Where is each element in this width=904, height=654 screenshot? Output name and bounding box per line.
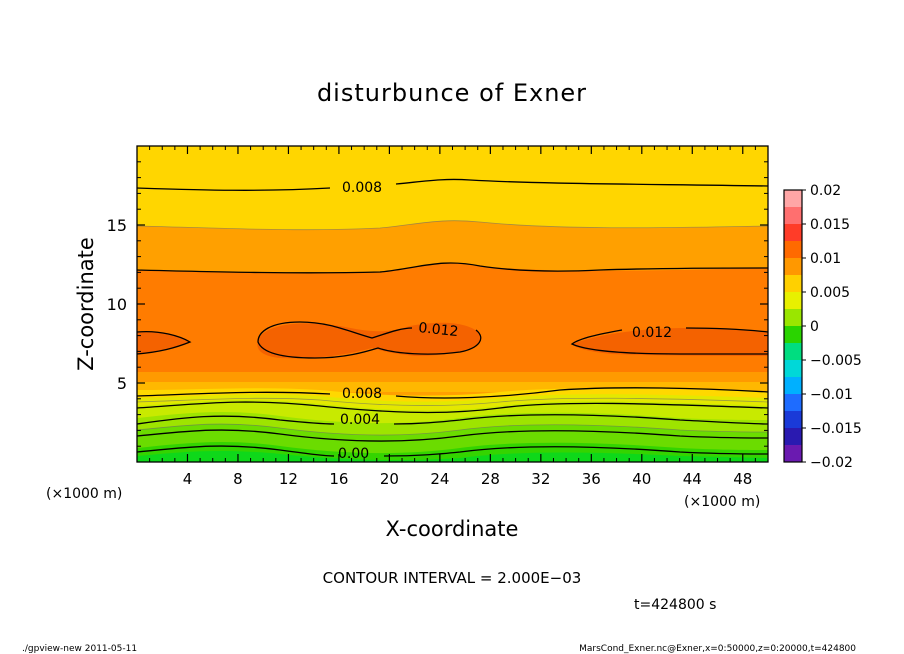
contour-label: 0.00 (338, 446, 369, 462)
colorbar-tick-label: 0.005 (810, 285, 850, 301)
x-axis-ticks: 4 8 12 16 20 24 28 32 36 40 44 48 (149, 146, 756, 488)
colorbar-band (784, 445, 802, 463)
colorbar-band (784, 309, 802, 327)
colorbar-band (784, 224, 802, 242)
band-0.014c (572, 328, 768, 356)
contour-label: 0.008 (342, 386, 382, 402)
colorbar-band (784, 241, 802, 259)
contour-line-0.012-left (137, 330, 192, 355)
band-0.014b (257, 322, 481, 359)
y-axis-label: Z-coordinate (74, 237, 98, 371)
contour-line-0.012-mid (257, 321, 482, 359)
time-label: t=424800 s (634, 597, 716, 613)
colorbar-tick-label: 0.02 (810, 183, 841, 199)
y-tick-label: 5 (117, 374, 127, 393)
x-tick-label: 12 (279, 470, 298, 488)
contour-line-0.006 (137, 401, 768, 414)
contour-line-0.002 (137, 429, 768, 442)
colorbar-band (784, 343, 802, 361)
x-tick-label: 36 (582, 470, 601, 488)
x-tick-label: 4 (183, 470, 193, 488)
x-tick-label: 8 (233, 470, 243, 488)
colorbar-band (784, 360, 802, 378)
x-tick-label: 40 (632, 470, 651, 488)
colorbar-tick-label: −0.005 (810, 353, 862, 369)
colorbar-band (784, 207, 802, 225)
x-axis-label: X-coordinate (386, 517, 519, 541)
plot-area (137, 146, 768, 462)
contour-label: 0.008 (342, 180, 382, 196)
contour-label: 0.012 (418, 320, 460, 340)
colorbar-band (784, 411, 802, 429)
contour-line-0.007 (137, 397, 768, 407)
footer-right: MarsCond_Exner.nc@Exner,x=0:50000,z=0:20… (579, 644, 856, 654)
contour-line-0.008-top (137, 178, 768, 191)
colorbar-band (784, 377, 802, 395)
band-neg (137, 450, 768, 462)
y-tick-label: 10 (107, 295, 127, 314)
colorbar-tick-label: −0.01 (810, 387, 853, 403)
contour-line-0.000 (137, 445, 768, 457)
y-axis-ticks: 5 10 15 (107, 161, 768, 447)
colorbar-band (784, 292, 802, 310)
colorbar-band (784, 275, 802, 293)
colorbar-tick-label: −0.02 (810, 455, 853, 471)
colorbar-band (784, 258, 802, 276)
contour-label: 0.012 (632, 325, 672, 341)
colorbar-tick-label: 0.015 (810, 217, 850, 233)
x-tick-label: 28 (481, 470, 500, 488)
x-tick-label: 32 (531, 470, 550, 488)
contour-label: 0.004 (340, 412, 380, 428)
chart-title: disturbunce of Exner (317, 79, 587, 107)
colorbar-band (784, 394, 802, 412)
x-tick-label: 48 (733, 470, 752, 488)
contour-line-0.004 (137, 414, 768, 425)
footer-left: ./gpview-new 2011-05-11 (22, 644, 137, 654)
colorbar: 0.02 0.015 0.01 0.005 0 −0.005 −0.01 −0.015 −0.0… (783, 183, 862, 471)
colorbar-band (784, 326, 802, 344)
x-tick-label: 24 (430, 470, 449, 488)
x-tick-label: 20 (380, 470, 399, 488)
y-tick-label: 15 (107, 216, 127, 235)
colorbar-tick-label: 0 (810, 319, 819, 335)
x-unit-right: (×1000 m) (684, 494, 760, 510)
contour-line-0.003 (137, 423, 768, 436)
colorbar-band (784, 190, 802, 208)
colorbar-band (784, 428, 802, 446)
contour-interval: CONTOUR INTERVAL = 2.000E−03 (323, 569, 582, 587)
x-unit-left: (×1000 m) (46, 486, 122, 502)
colorbar-tick-label: 0.01 (810, 251, 841, 267)
contour-line-0.008-bot (137, 387, 768, 399)
contour-line-0.012-right (570, 327, 768, 355)
band-0.014 (137, 331, 190, 354)
x-tick-label: 44 (683, 470, 702, 488)
x-tick-label: 16 (329, 470, 348, 488)
contour-line-0.010 (137, 262, 768, 274)
contour-line-0.009 (137, 220, 768, 231)
contour-labels: 0.008 0.012 0.012 0.008 0.004 0.00 (338, 180, 672, 462)
colorbar-tick-label: −0.015 (810, 421, 862, 437)
